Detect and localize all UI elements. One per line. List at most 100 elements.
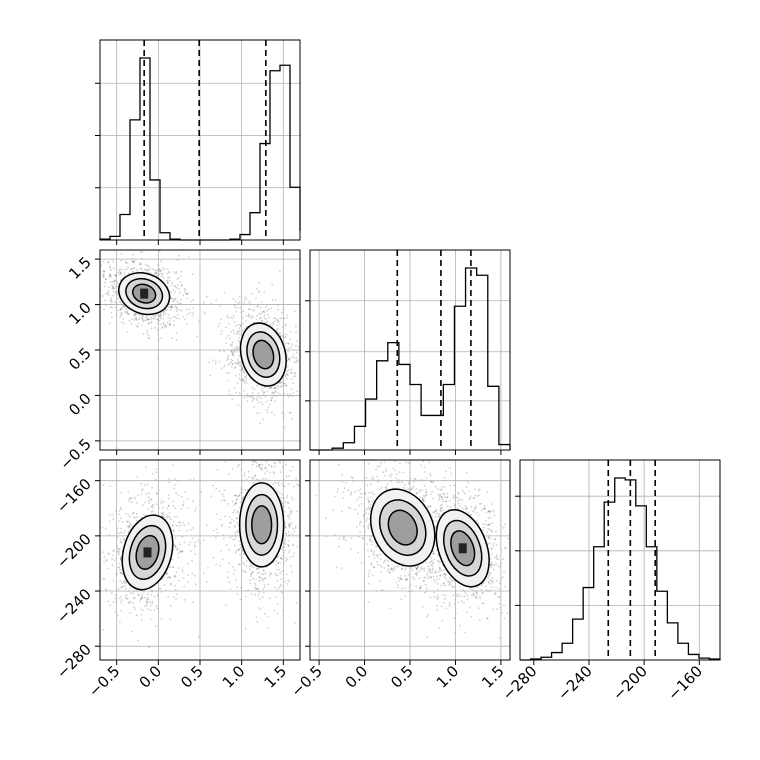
scatter-point bbox=[116, 527, 119, 530]
scatter-point bbox=[103, 556, 106, 558]
scatter-point bbox=[243, 472, 246, 474]
scatter-point bbox=[102, 275, 105, 278]
scatter-point bbox=[415, 567, 418, 570]
scatter-point bbox=[162, 515, 164, 518]
scatter-point bbox=[468, 498, 471, 500]
scatter-point bbox=[214, 362, 217, 365]
scatter-point bbox=[422, 500, 425, 503]
scatter-point bbox=[292, 392, 295, 394]
scatter-point bbox=[109, 604, 111, 607]
scatter-point bbox=[142, 504, 145, 507]
scatter-point bbox=[429, 474, 432, 477]
scatter-point bbox=[129, 497, 132, 500]
scatter-point bbox=[119, 300, 121, 303]
scatter-point bbox=[367, 512, 370, 515]
scatter-point bbox=[244, 381, 246, 384]
scatter-point bbox=[232, 314, 235, 317]
scatter-point bbox=[102, 551, 105, 553]
scatter-point bbox=[404, 574, 407, 577]
scatter-point bbox=[431, 490, 434, 493]
scatter-point bbox=[412, 485, 415, 488]
scatter-point bbox=[369, 538, 372, 541]
scatter-point bbox=[275, 387, 277, 390]
scatter-point bbox=[273, 413, 276, 416]
scatter-point bbox=[491, 547, 493, 550]
scatter-point bbox=[482, 592, 485, 595]
scatter-point bbox=[429, 505, 432, 507]
scatter-point bbox=[296, 510, 299, 513]
scatter-point bbox=[216, 532, 219, 534]
scatter-point bbox=[194, 583, 197, 586]
scatter-point bbox=[268, 463, 270, 466]
scatter-point bbox=[472, 592, 475, 595]
scatter-point bbox=[380, 461, 382, 464]
scatter-point bbox=[419, 587, 421, 589]
scatter-point bbox=[384, 474, 386, 477]
scatter-point bbox=[444, 500, 447, 503]
scatter-point bbox=[220, 500, 223, 502]
scatter-point bbox=[421, 489, 424, 491]
scatter-point bbox=[239, 501, 242, 504]
scatter-point bbox=[263, 311, 266, 314]
scatter-point bbox=[108, 276, 111, 278]
scatter-point bbox=[191, 500, 194, 503]
scatter-point bbox=[370, 483, 373, 486]
scatter-point bbox=[186, 322, 188, 325]
scatter-point bbox=[272, 483, 275, 485]
scatter-point bbox=[236, 306, 239, 309]
scatter-point bbox=[286, 583, 289, 585]
scatter-point bbox=[489, 582, 492, 585]
scatter-point bbox=[230, 361, 233, 364]
scatter-point bbox=[172, 316, 175, 318]
scatter-point bbox=[229, 337, 232, 340]
scatter-point bbox=[112, 580, 115, 582]
scatter-point bbox=[295, 331, 297, 334]
scatter-point bbox=[227, 316, 230, 319]
scatter-point bbox=[382, 589, 384, 591]
scatter-point bbox=[281, 591, 283, 594]
scatter-point bbox=[242, 380, 245, 383]
scatter-point bbox=[286, 496, 288, 499]
scatter-point bbox=[162, 318, 165, 320]
scatter-point bbox=[110, 311, 113, 314]
scatter-point bbox=[285, 463, 287, 466]
scatter-point bbox=[291, 418, 293, 421]
scatter-point bbox=[262, 418, 265, 421]
scatter-point bbox=[159, 270, 161, 273]
scatter-point bbox=[294, 525, 297, 528]
scatter-point bbox=[161, 326, 164, 328]
scatter-point bbox=[228, 526, 231, 529]
scatter-point bbox=[425, 491, 428, 493]
scatter-point bbox=[433, 552, 436, 554]
scatter-point bbox=[469, 606, 471, 609]
scatter-point bbox=[242, 369, 245, 372]
scatter-point bbox=[267, 388, 270, 390]
scatter-point bbox=[126, 308, 128, 310]
scatter-point bbox=[238, 494, 241, 497]
scatter-point bbox=[503, 571, 505, 573]
scatter-point bbox=[490, 547, 493, 550]
scatter-point bbox=[108, 514, 111, 517]
scatter-point bbox=[435, 509, 437, 512]
scatter-point bbox=[239, 543, 242, 546]
scatter-point bbox=[110, 297, 113, 299]
scatter-point bbox=[284, 580, 287, 583]
scatter-point bbox=[451, 579, 454, 582]
scatter-point bbox=[239, 369, 242, 372]
scatter-point bbox=[216, 513, 218, 515]
scatter-point bbox=[246, 382, 248, 384]
scatter-point bbox=[478, 595, 481, 598]
scatter-point bbox=[226, 571, 229, 573]
scatter-point bbox=[477, 489, 480, 492]
scatter-point bbox=[111, 513, 114, 516]
scatter-point bbox=[209, 374, 212, 377]
scatter-point bbox=[147, 318, 150, 321]
scatter-point bbox=[262, 477, 265, 480]
scatter-point bbox=[150, 321, 153, 324]
scatter-point bbox=[373, 566, 376, 569]
scatter-point bbox=[146, 593, 149, 596]
scatter-point bbox=[384, 468, 387, 470]
scatter-point bbox=[219, 564, 222, 567]
scatter-point bbox=[367, 463, 370, 465]
